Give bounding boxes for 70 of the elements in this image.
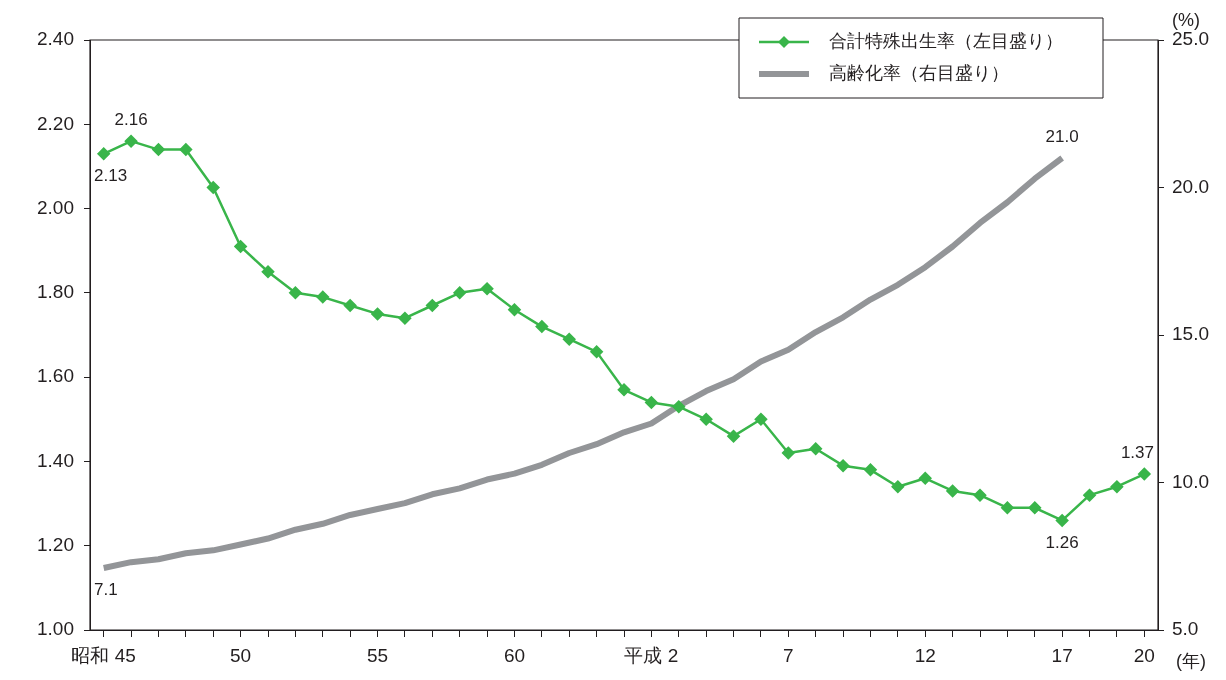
point [562, 332, 576, 346]
point [1138, 467, 1151, 481]
data-label: 1.37 [1120, 443, 1154, 463]
point [1055, 514, 1069, 527]
x-tick-label: 17 [1051, 644, 1073, 666]
point [918, 472, 932, 485]
x-tick-label: 60 [503, 644, 526, 666]
y-tick-label: 1.20 [37, 533, 74, 555]
x-tick-label: 12 [914, 644, 936, 666]
y-tick-label: 1.00 [37, 618, 74, 640]
point [645, 396, 658, 409]
point [371, 307, 384, 321]
x-tick-label: 50 [230, 644, 252, 666]
x-tick-label: 平成 2 [624, 644, 679, 666]
point [864, 463, 877, 477]
point [316, 290, 330, 304]
point [1110, 480, 1124, 493]
y2-tick-label: 15.0 [1172, 323, 1209, 345]
point [97, 147, 110, 161]
point [261, 265, 275, 279]
point [836, 459, 850, 472]
point [179, 143, 193, 156]
point [398, 311, 412, 325]
data-label: 1.26 [1045, 532, 1079, 552]
y-tick-label: 2.00 [37, 196, 74, 218]
y2-tick-label: 10.0 [1172, 470, 1209, 492]
y-tick-label: 2.40 [37, 28, 74, 50]
data-label: 21.0 [1045, 127, 1079, 147]
point [973, 488, 987, 502]
point [535, 320, 549, 333]
legend-label: 合計特殊出生率（左目盛り） [829, 30, 1063, 51]
point [891, 480, 905, 493]
point [1028, 501, 1042, 515]
point [343, 299, 357, 312]
x-tick-label: 7 [783, 644, 794, 666]
x-tick-label: 昭和 45 [71, 644, 136, 666]
y2-tick-label: 20.0 [1172, 175, 1209, 197]
point [754, 413, 768, 426]
point [234, 240, 247, 253]
y2-axis-title: (%) [1172, 9, 1200, 30]
point [782, 446, 795, 460]
data-label: 2.16 [114, 110, 148, 130]
point [617, 383, 631, 397]
point [508, 303, 521, 316]
data-label: 7.1 [94, 580, 118, 600]
point [590, 345, 603, 359]
point [426, 299, 439, 312]
point [1001, 501, 1014, 515]
y-tick-label: 1.40 [37, 449, 74, 471]
legend-label: 高齢化率（右目盛り） [829, 62, 1009, 83]
point [152, 143, 165, 156]
y-tick-label: 1.80 [37, 281, 74, 303]
point [480, 282, 494, 295]
y-tick-label: 2.20 [37, 112, 74, 134]
point [699, 413, 713, 426]
data-label: 2.13 [94, 165, 128, 185]
point [453, 286, 466, 300]
point [289, 286, 302, 300]
point [946, 484, 959, 498]
point [809, 442, 822, 456]
y-tick-label: 1.60 [37, 365, 74, 387]
x-tick-label: 55 [366, 644, 389, 666]
x-tick-label: 20 [1133, 644, 1155, 666]
point [1083, 488, 1096, 502]
point [206, 181, 220, 194]
x-axis-title: (年) [1176, 650, 1206, 671]
y2-tick-label: 5.0 [1172, 618, 1199, 640]
point [672, 400, 686, 413]
point [727, 429, 740, 443]
point [124, 134, 138, 148]
